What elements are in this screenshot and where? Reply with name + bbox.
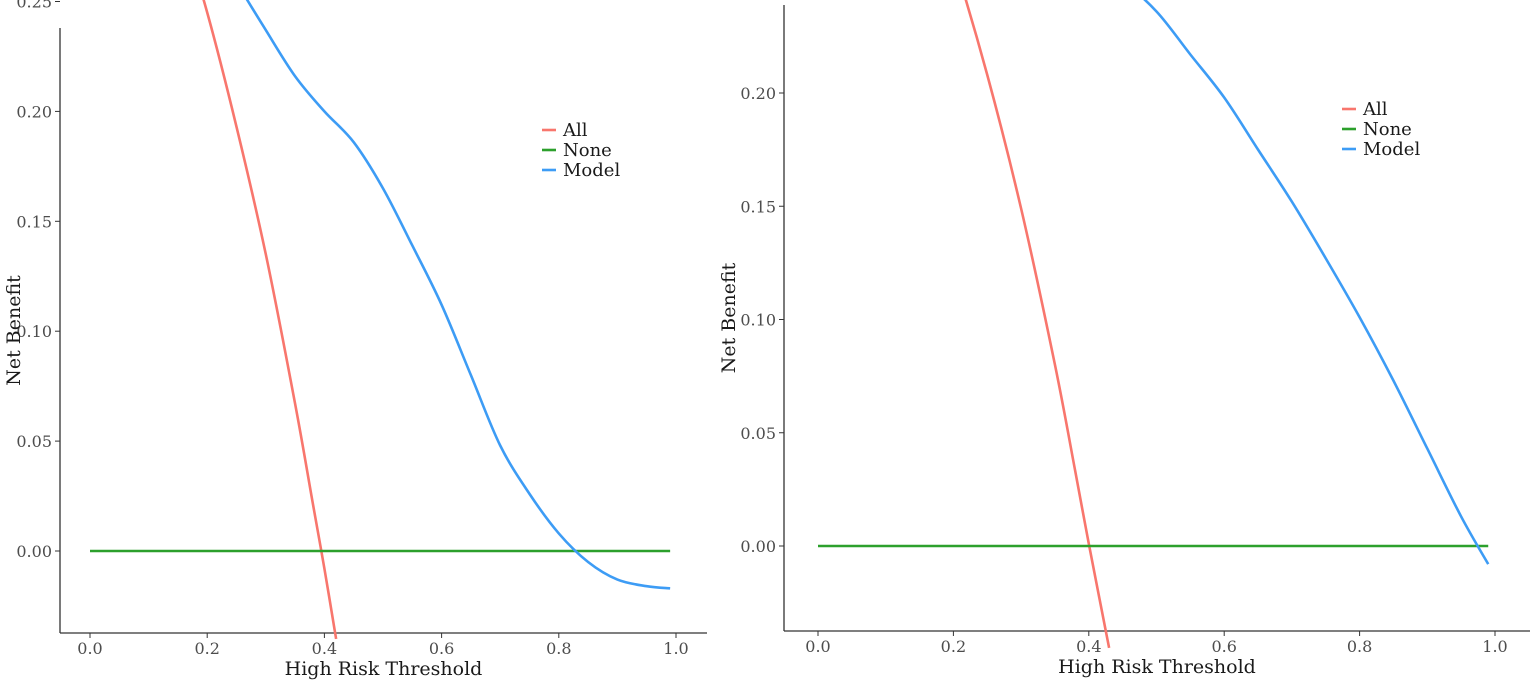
chart-panel-1: 0.000.050.100.150.200.250.300.350.400.45… bbox=[3, 0, 707, 680]
y-tick-label: 0.15 bbox=[16, 212, 52, 231]
x-tick-label: 0.0 bbox=[77, 639, 102, 658]
y-axis-title: Net Benefit bbox=[718, 262, 740, 373]
x-tick-label: 0.8 bbox=[546, 639, 571, 658]
y-tick-label: 0.15 bbox=[740, 197, 776, 216]
x-tick-label: 1.0 bbox=[1482, 637, 1507, 656]
y-tick-label: 0.00 bbox=[740, 537, 776, 556]
legend-label-model: Model bbox=[563, 160, 620, 181]
legend-label-model: Model bbox=[1363, 139, 1420, 160]
y-tick-label: 0.05 bbox=[16, 432, 52, 451]
series-line-model bbox=[245, 0, 671, 590]
x-axis-title: High Risk Threshold bbox=[285, 658, 483, 680]
x-tick-label: 0.0 bbox=[805, 637, 830, 656]
x-axis-title: High Risk Threshold bbox=[1058, 656, 1256, 678]
legend-label-all: All bbox=[1362, 99, 1388, 120]
y-tick-label: 0.00 bbox=[16, 542, 52, 561]
x-tick-label: 0.6 bbox=[429, 639, 454, 658]
legend-label-none: None bbox=[1363, 119, 1412, 140]
x-tick-label: 1.0 bbox=[663, 639, 688, 658]
series-line-model bbox=[1143, 0, 1490, 565]
y-tick-label: 0.20 bbox=[740, 84, 776, 103]
series-line-all bbox=[202, 0, 338, 640]
x-tick-label: 0.4 bbox=[312, 639, 337, 658]
y-tick-label: 0.10 bbox=[16, 322, 52, 341]
legend-label-none: None bbox=[563, 140, 612, 161]
series-line-all bbox=[964, 0, 1111, 649]
y-axis-title: Net Benefit bbox=[3, 275, 25, 386]
x-tick-label: 0.6 bbox=[1211, 637, 1236, 656]
legend-label-all: All bbox=[562, 120, 588, 141]
x-tick-label: 0.8 bbox=[1347, 637, 1372, 656]
y-tick-label: 0.10 bbox=[740, 311, 776, 330]
x-tick-label: 0.4 bbox=[1076, 637, 1101, 656]
y-tick-label: 0.20 bbox=[16, 102, 52, 121]
y-tick-label: 0.25 bbox=[16, 0, 52, 12]
chart-panel-2: 0.000.050.100.150.200.250.300.350.400.45… bbox=[718, 0, 1530, 678]
x-tick-label: 0.2 bbox=[941, 637, 966, 656]
y-tick-label: 0.05 bbox=[740, 424, 776, 443]
x-tick-label: 0.2 bbox=[194, 639, 219, 658]
